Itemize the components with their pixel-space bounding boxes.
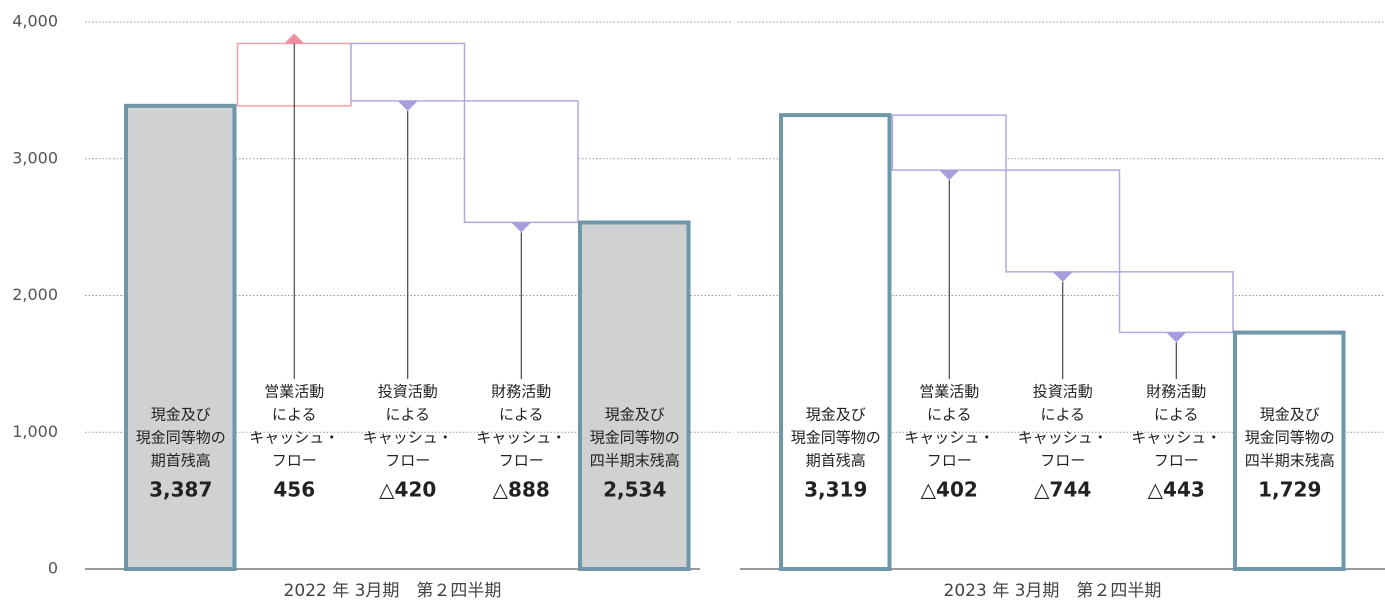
delta-bar (1118, 271, 1234, 334)
category-label: キャッシュ・ (476, 429, 566, 447)
category-label: 現金同等物の (1245, 429, 1335, 447)
value-label: △443 (1148, 478, 1205, 502)
category-label: キャッシュ・ (904, 429, 994, 447)
category-label: 投資活動 (378, 383, 438, 401)
category-label: 財務活動 (491, 383, 551, 401)
category-label: 四半期末残高 (1245, 452, 1335, 470)
y-tick-label: 1,000 (12, 422, 58, 441)
category-label: フロー (1040, 452, 1085, 470)
category-label: キャッシュ・ (363, 429, 453, 447)
category-label: 現金及び (151, 406, 211, 424)
total-bar (578, 220, 691, 571)
y-tick-label: 0 (48, 559, 58, 578)
category-label: キャッシュ・ (249, 429, 339, 447)
category-label: による (927, 406, 972, 424)
value-label: △888 (493, 478, 550, 502)
category-label: 営業活動 (919, 383, 979, 401)
value-label: △402 (921, 478, 978, 502)
total-bar (779, 113, 892, 572)
category-label: フロー (1154, 452, 1199, 470)
value-label: 456 (273, 478, 315, 502)
arrow (1166, 332, 1187, 343)
value-label: 3,387 (149, 478, 212, 502)
category-label: 四半期末残高 (590, 452, 680, 470)
category-label: フロー (499, 452, 544, 470)
category-label: 現金同等物の (590, 429, 680, 447)
delta-bar (463, 100, 579, 224)
category-label: による (1040, 406, 1085, 424)
value-label: △420 (379, 478, 436, 502)
category-label: フロー (272, 452, 317, 470)
arrow (1052, 271, 1073, 282)
category-label: による (272, 406, 317, 424)
total-bar (124, 103, 237, 571)
category-label: キャッシュ・ (1131, 429, 1221, 447)
category-label: 現金同等物の (791, 429, 881, 447)
category-label: による (499, 406, 544, 424)
category-label: 現金及び (806, 406, 866, 424)
category-label: による (385, 406, 430, 424)
value-label: 1,729 (1258, 478, 1321, 502)
x-axis-title: 2023 年 3月期 第２四半期 (944, 581, 1162, 601)
delta-bar (891, 114, 1007, 171)
category-label: 現金同等物の (136, 429, 226, 447)
x-axis-title: 2022 年 3月期 第２四半期 (284, 581, 502, 601)
category-label: 営業活動 (264, 383, 324, 401)
value-label: △744 (1034, 478, 1091, 502)
y-tick-label: 3,000 (12, 148, 58, 167)
arrow (397, 100, 418, 111)
arrow (284, 33, 305, 44)
category-label: 現金及び (1260, 406, 1320, 424)
category-label: キャッシュ・ (1018, 429, 1108, 447)
y-tick-label: 4,000 (12, 12, 58, 31)
category-label: による (1154, 406, 1199, 424)
category-label: 期首残高 (806, 452, 866, 470)
category-label: フロー (385, 452, 430, 470)
arrow (939, 170, 960, 181)
category-label: 期首残高 (151, 452, 211, 470)
delta-bar (350, 42, 466, 102)
category-label: フロー (927, 452, 972, 470)
delta-bar (1005, 169, 1121, 273)
category-label: 現金及び (605, 406, 665, 424)
total-bar (1233, 330, 1346, 572)
value-label: 3,319 (804, 478, 867, 502)
category-label: 投資活動 (1033, 383, 1093, 401)
category-label: 財務活動 (1146, 383, 1206, 401)
value-label: 2,534 (603, 478, 666, 502)
arrow (511, 222, 532, 233)
y-tick-label: 2,000 (12, 285, 58, 304)
